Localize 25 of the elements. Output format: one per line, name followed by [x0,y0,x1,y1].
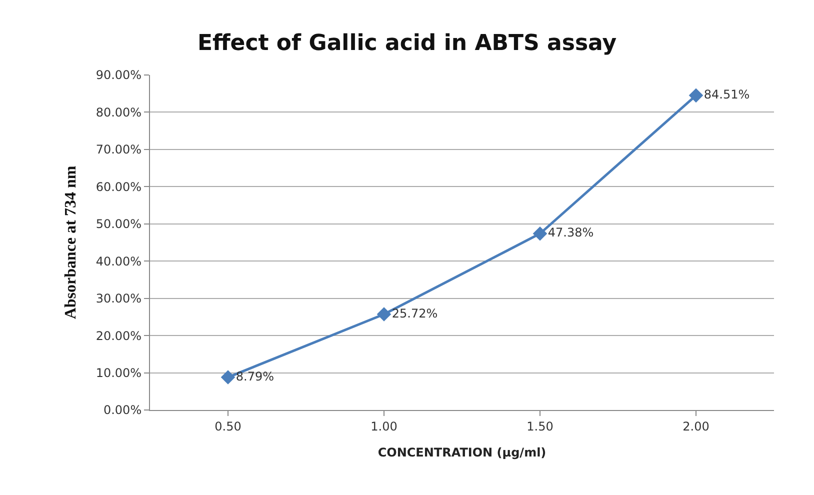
y-tick-label: 80.00% [96,105,142,120]
x-tick-label: 0.50 [214,419,242,434]
data-label: 84.51% [704,87,750,102]
data-label: 25.72% [392,306,438,320]
point [688,88,704,103]
y-tick-label: 60.00% [96,180,142,194]
point [220,370,236,384]
y-tick-label: 30.00% [96,292,142,306]
x-axis-title: CONCENTRATION (µg/ml) [378,445,546,460]
y-tick-label: 50.00% [96,217,142,232]
y-tick-label: 90.00% [96,68,142,82]
y-axis-title: Absorbance at 734 nm [62,165,80,320]
data-label: 8.79% [236,369,274,384]
point [376,307,392,322]
chart-title: Effect of Gallic acid in ABTS assay [197,31,617,56]
y-tick-label: 10.00% [96,366,142,380]
y-tick-label: 20.00% [96,328,142,343]
x-tick-label: 2.00 [682,419,710,434]
point [532,226,548,241]
y-tick-label: 40.00% [96,254,142,268]
x-tick-label: 1.00 [370,419,398,434]
y-tick-label: 70.00% [96,142,142,157]
y-tick-label: 0.00% [103,403,142,418]
x-tick-label: 1.50 [526,419,554,434]
data-label: 47.38% [548,226,594,240]
